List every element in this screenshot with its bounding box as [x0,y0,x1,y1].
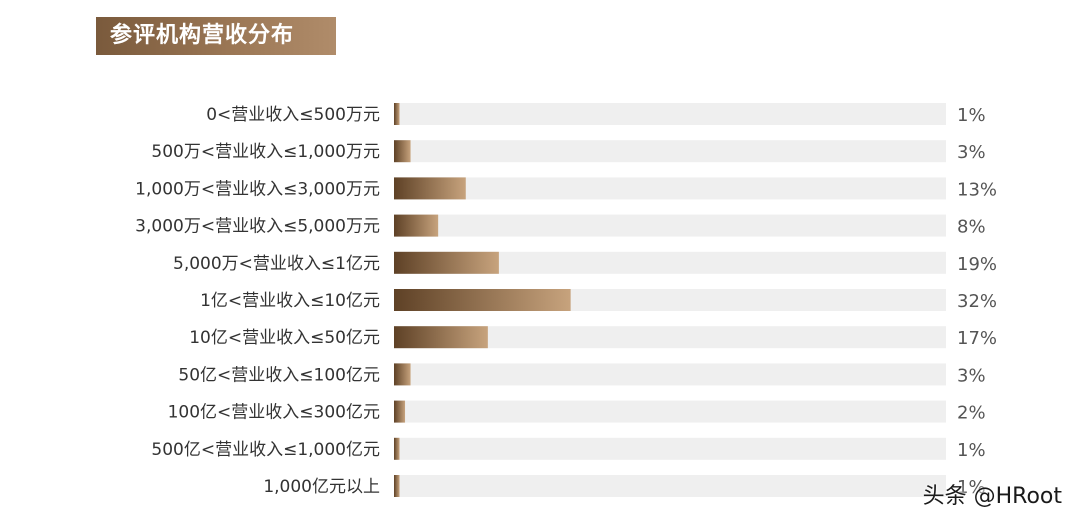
category-label: 3,000万<营业收入≤5,000万元 [135,217,380,237]
category-label: 500亿<营业收入≤1,000亿元 [151,440,380,460]
bar-track [394,437,946,460]
bar-track [394,251,946,274]
bar [394,177,466,200]
bar-track [394,326,946,349]
value-label: 1% [957,477,986,498]
value-label: 32% [957,291,997,312]
bar [394,326,488,349]
bar-track [394,400,946,423]
category-label: 1,000亿元以上 [263,477,380,497]
bar [394,251,499,274]
value-label: 3% [957,365,986,386]
value-label: 13% [957,179,997,200]
value-label: 3% [957,142,986,163]
bar-track [394,214,946,237]
bar [394,214,439,237]
category-label: 0<营业收入≤500万元 [206,105,380,125]
value-label: 1% [957,440,986,461]
category-label: 5,000万<营业收入≤1亿元 [173,254,380,274]
bar-track [394,140,946,163]
bar [394,289,571,311]
category-label: 1亿<营业收入≤10亿元 [200,291,380,311]
value-label: 1% [957,105,986,126]
category-label: 1,000万<营业收入≤3,000万元 [135,179,380,199]
bar [394,140,411,163]
bar [394,400,406,423]
category-label: 500万<营业收入≤1,000万元 [151,142,380,162]
bar-track [394,177,946,200]
value-label: 19% [957,254,997,275]
category-label: 10亿<营业收入≤50亿元 [189,328,380,348]
watermark: 头条 @HRoot [922,484,1062,509]
bar [394,103,400,125]
chart-title: 参评机构营收分布 [96,17,336,55]
value-label: 8% [957,217,986,238]
category-label: 50亿<营业收入≤100亿元 [178,365,380,385]
bar-track [394,475,946,497]
bar-track [394,103,946,125]
bar [394,437,400,460]
category-label: 100亿<营业收入≤300亿元 [168,403,380,423]
bar-track [394,363,946,386]
bar [394,363,411,386]
bar [394,475,400,497]
value-label: 17% [957,328,997,349]
value-label: 2% [957,403,986,424]
